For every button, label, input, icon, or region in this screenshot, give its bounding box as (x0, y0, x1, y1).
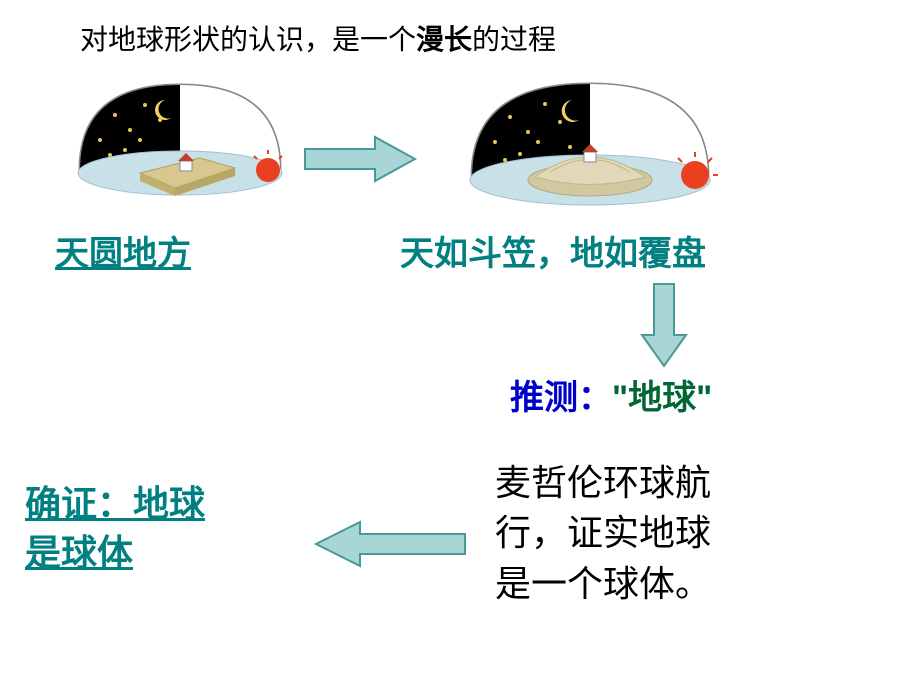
dome-flat-earth (70, 75, 290, 205)
title-pre: 对地球形状的认识，是一个 (80, 25, 416, 56)
title-bold: 漫长 (416, 25, 472, 56)
concept-curved-label: 天如斗笠，地如覆盘 (400, 226, 706, 275)
inference-label: 推测： (510, 379, 612, 417)
title-post: 的过程 (472, 25, 556, 56)
inference-text: 推测："地球" (510, 370, 712, 419)
inference-quote: "地球" (612, 379, 712, 417)
arrow-left-icon (310, 520, 470, 568)
confirm-text: 确证：地球是球体 (25, 480, 205, 577)
dome-curved-earth (460, 72, 720, 217)
arrow-right-icon (300, 135, 420, 183)
page-title: 对地球形状的认识，是一个漫长的过程 (80, 18, 556, 58)
concept-flat-label: 天圆地方 (55, 226, 191, 275)
arrow-down-icon (640, 280, 688, 370)
magellan-text: 麦哲伦环球航行，证实地球是一个球体。 (495, 458, 711, 609)
